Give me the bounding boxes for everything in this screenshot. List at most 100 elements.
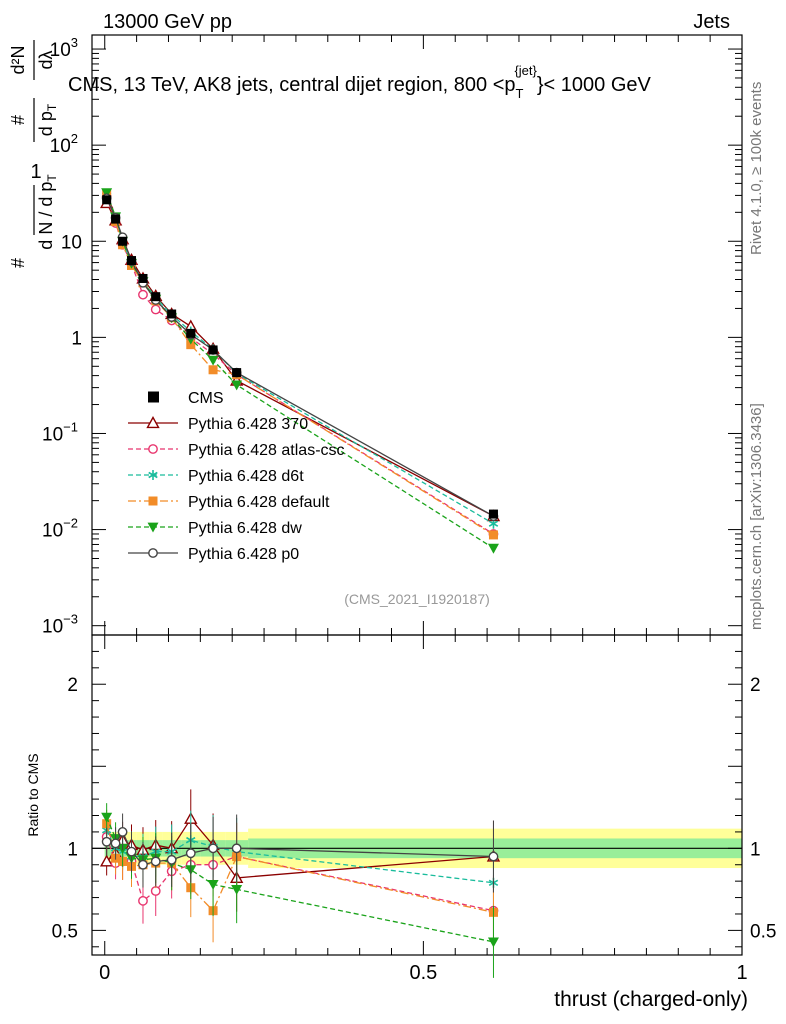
ratio-point <box>231 843 242 854</box>
ylabel-d1-sub: T <box>45 174 59 182</box>
series-5 <box>101 193 499 893</box>
legend-label: CMS <box>188 390 224 407</box>
legend-entry-4: Pythia 6.428 default <box>128 494 330 511</box>
ratio-y-tick-label-right: 1 <box>750 839 761 860</box>
data-point <box>186 340 196 350</box>
legend-entry-5: Pythia 6.428 dw <box>128 520 302 537</box>
legend-label: Pythia 6.428 370 <box>188 416 308 433</box>
ylabel-n2: # <box>8 115 28 125</box>
ratio-point <box>138 859 148 870</box>
legend-marker <box>146 416 160 429</box>
series-layer <box>99 188 501 978</box>
legend-label: Pythia 6.428 dw <box>188 520 302 537</box>
legend-label: Pythia 6.428 atlas-csc <box>188 442 345 459</box>
ratio-point <box>207 880 219 890</box>
legend-marker <box>148 444 158 454</box>
legend-entry-0: CMS <box>148 390 224 407</box>
cms-data-point <box>232 368 242 378</box>
x-tick-label: 0.5 <box>409 962 437 984</box>
ylabel-d2-sub: T <box>45 103 59 111</box>
legend-entry-1: Pythia 6.428 370 <box>128 416 308 433</box>
cms-data-point <box>151 292 161 302</box>
y-tick-label: 10 <box>61 232 82 253</box>
series-2 <box>101 190 499 919</box>
legend-marker <box>148 548 158 558</box>
ratio-frame <box>91 634 743 956</box>
series-line-ratio-3 <box>106 823 494 913</box>
legend-entry-2: Pythia 6.428 atlas-csc <box>128 442 345 459</box>
legend-marker <box>147 522 159 533</box>
y-tick-label: 102 <box>50 131 78 157</box>
legend-label: Pythia 6.428 default <box>188 494 330 511</box>
x-tick-label: 1 <box>736 962 747 984</box>
legend-entry-6: Pythia 6.428 p0 <box>128 546 299 563</box>
ratio-point <box>101 836 112 847</box>
data-point <box>231 380 243 391</box>
ratio-point <box>208 843 218 854</box>
cms-data-point <box>186 328 196 338</box>
ratio-point <box>101 812 113 823</box>
legend-label: Pythia 6.428 d6t <box>188 468 304 485</box>
main-y-axis-label: 1 # d N / d pT # d pT d²N dλ <box>8 40 59 268</box>
data-point <box>487 543 499 554</box>
ratio-point <box>99 854 114 867</box>
cms-data <box>102 195 498 519</box>
ratio-y-tick-label: 1 <box>67 839 78 860</box>
header-left: 13000 GeV pp <box>103 11 232 33</box>
cms-data-point <box>118 236 128 246</box>
ratio-y-tick-label-right: 2 <box>750 675 761 696</box>
cms-data-point <box>127 256 137 266</box>
ylabel-one: 1 <box>30 161 41 183</box>
ratio-point <box>150 856 161 867</box>
ratio-y-tick-label-right: 0.5 <box>750 921 776 942</box>
ratio-point <box>185 848 196 859</box>
y-tick-label: 1 <box>71 328 82 349</box>
plot-title-main: CMS, 13 TeV, AK8 jets, central dijet reg… <box>68 74 516 96</box>
data-point <box>488 530 498 540</box>
cms-data-point <box>167 309 177 319</box>
svg-text:d N / d pT: d N / d pT <box>36 174 59 250</box>
y-tick-label: 10−3 <box>42 612 78 638</box>
data-point <box>138 289 148 300</box>
ratio-point <box>166 854 177 865</box>
ratio-point <box>231 884 243 895</box>
ylabel-d3: dλ <box>36 50 56 69</box>
cms-data-point <box>488 509 498 519</box>
legend-marker <box>148 391 159 403</box>
ratio-y-axis-label: Ratio to CMS <box>25 753 41 836</box>
ratio-y-tick-label: 2 <box>67 675 78 696</box>
header-right: Jets <box>693 11 730 33</box>
legend-marker <box>148 470 158 480</box>
data-point <box>101 188 113 199</box>
legend-label: Pythia 6.428 p0 <box>188 546 299 563</box>
analysis-watermark: (CMS_2021_I1920187) <box>344 591 490 607</box>
ratio-y-tick-label: 0.5 <box>52 921 78 942</box>
plot-title-sub: T <box>516 86 524 101</box>
legend-marker <box>148 496 158 506</box>
plot-title-sup: {jet} <box>514 63 537 78</box>
ylabel-n1: # <box>8 258 28 268</box>
ratio-point <box>487 937 499 948</box>
y-tick-label: 103 <box>50 35 78 61</box>
x-axis-label: thrust (charged-only) <box>554 988 748 1011</box>
ylabel-n3: d²N <box>8 45 28 74</box>
cms-data-point <box>208 345 218 355</box>
plot-title: CMS, 13 TeV, AK8 jets, central dijet reg… <box>68 63 652 101</box>
ratio-point <box>117 827 128 837</box>
data-point <box>208 365 218 375</box>
y-tick-label: 10−2 <box>42 516 78 542</box>
mcplots-label: mcplots.cern.ch [arXiv:1306.3436] <box>748 403 765 630</box>
y-tick-label: 10−1 <box>42 419 78 445</box>
cms-data-point <box>111 214 121 224</box>
ylabel-d1: d N / d p <box>36 182 56 250</box>
x-tick-label: 0 <box>99 962 110 984</box>
svg-text:d pT: d pT <box>36 103 59 136</box>
ylabel-d2: d p <box>36 111 56 136</box>
data-point <box>207 355 219 366</box>
ratio-point <box>126 846 137 857</box>
legend-entry-3: Pythia 6.428 d6t <box>128 468 304 485</box>
data-point <box>150 304 161 315</box>
ratio-point <box>138 895 148 906</box>
legend: CMS Pythia 6.428 370 Pythia 6.428 atlas-cs… <box>128 390 345 563</box>
